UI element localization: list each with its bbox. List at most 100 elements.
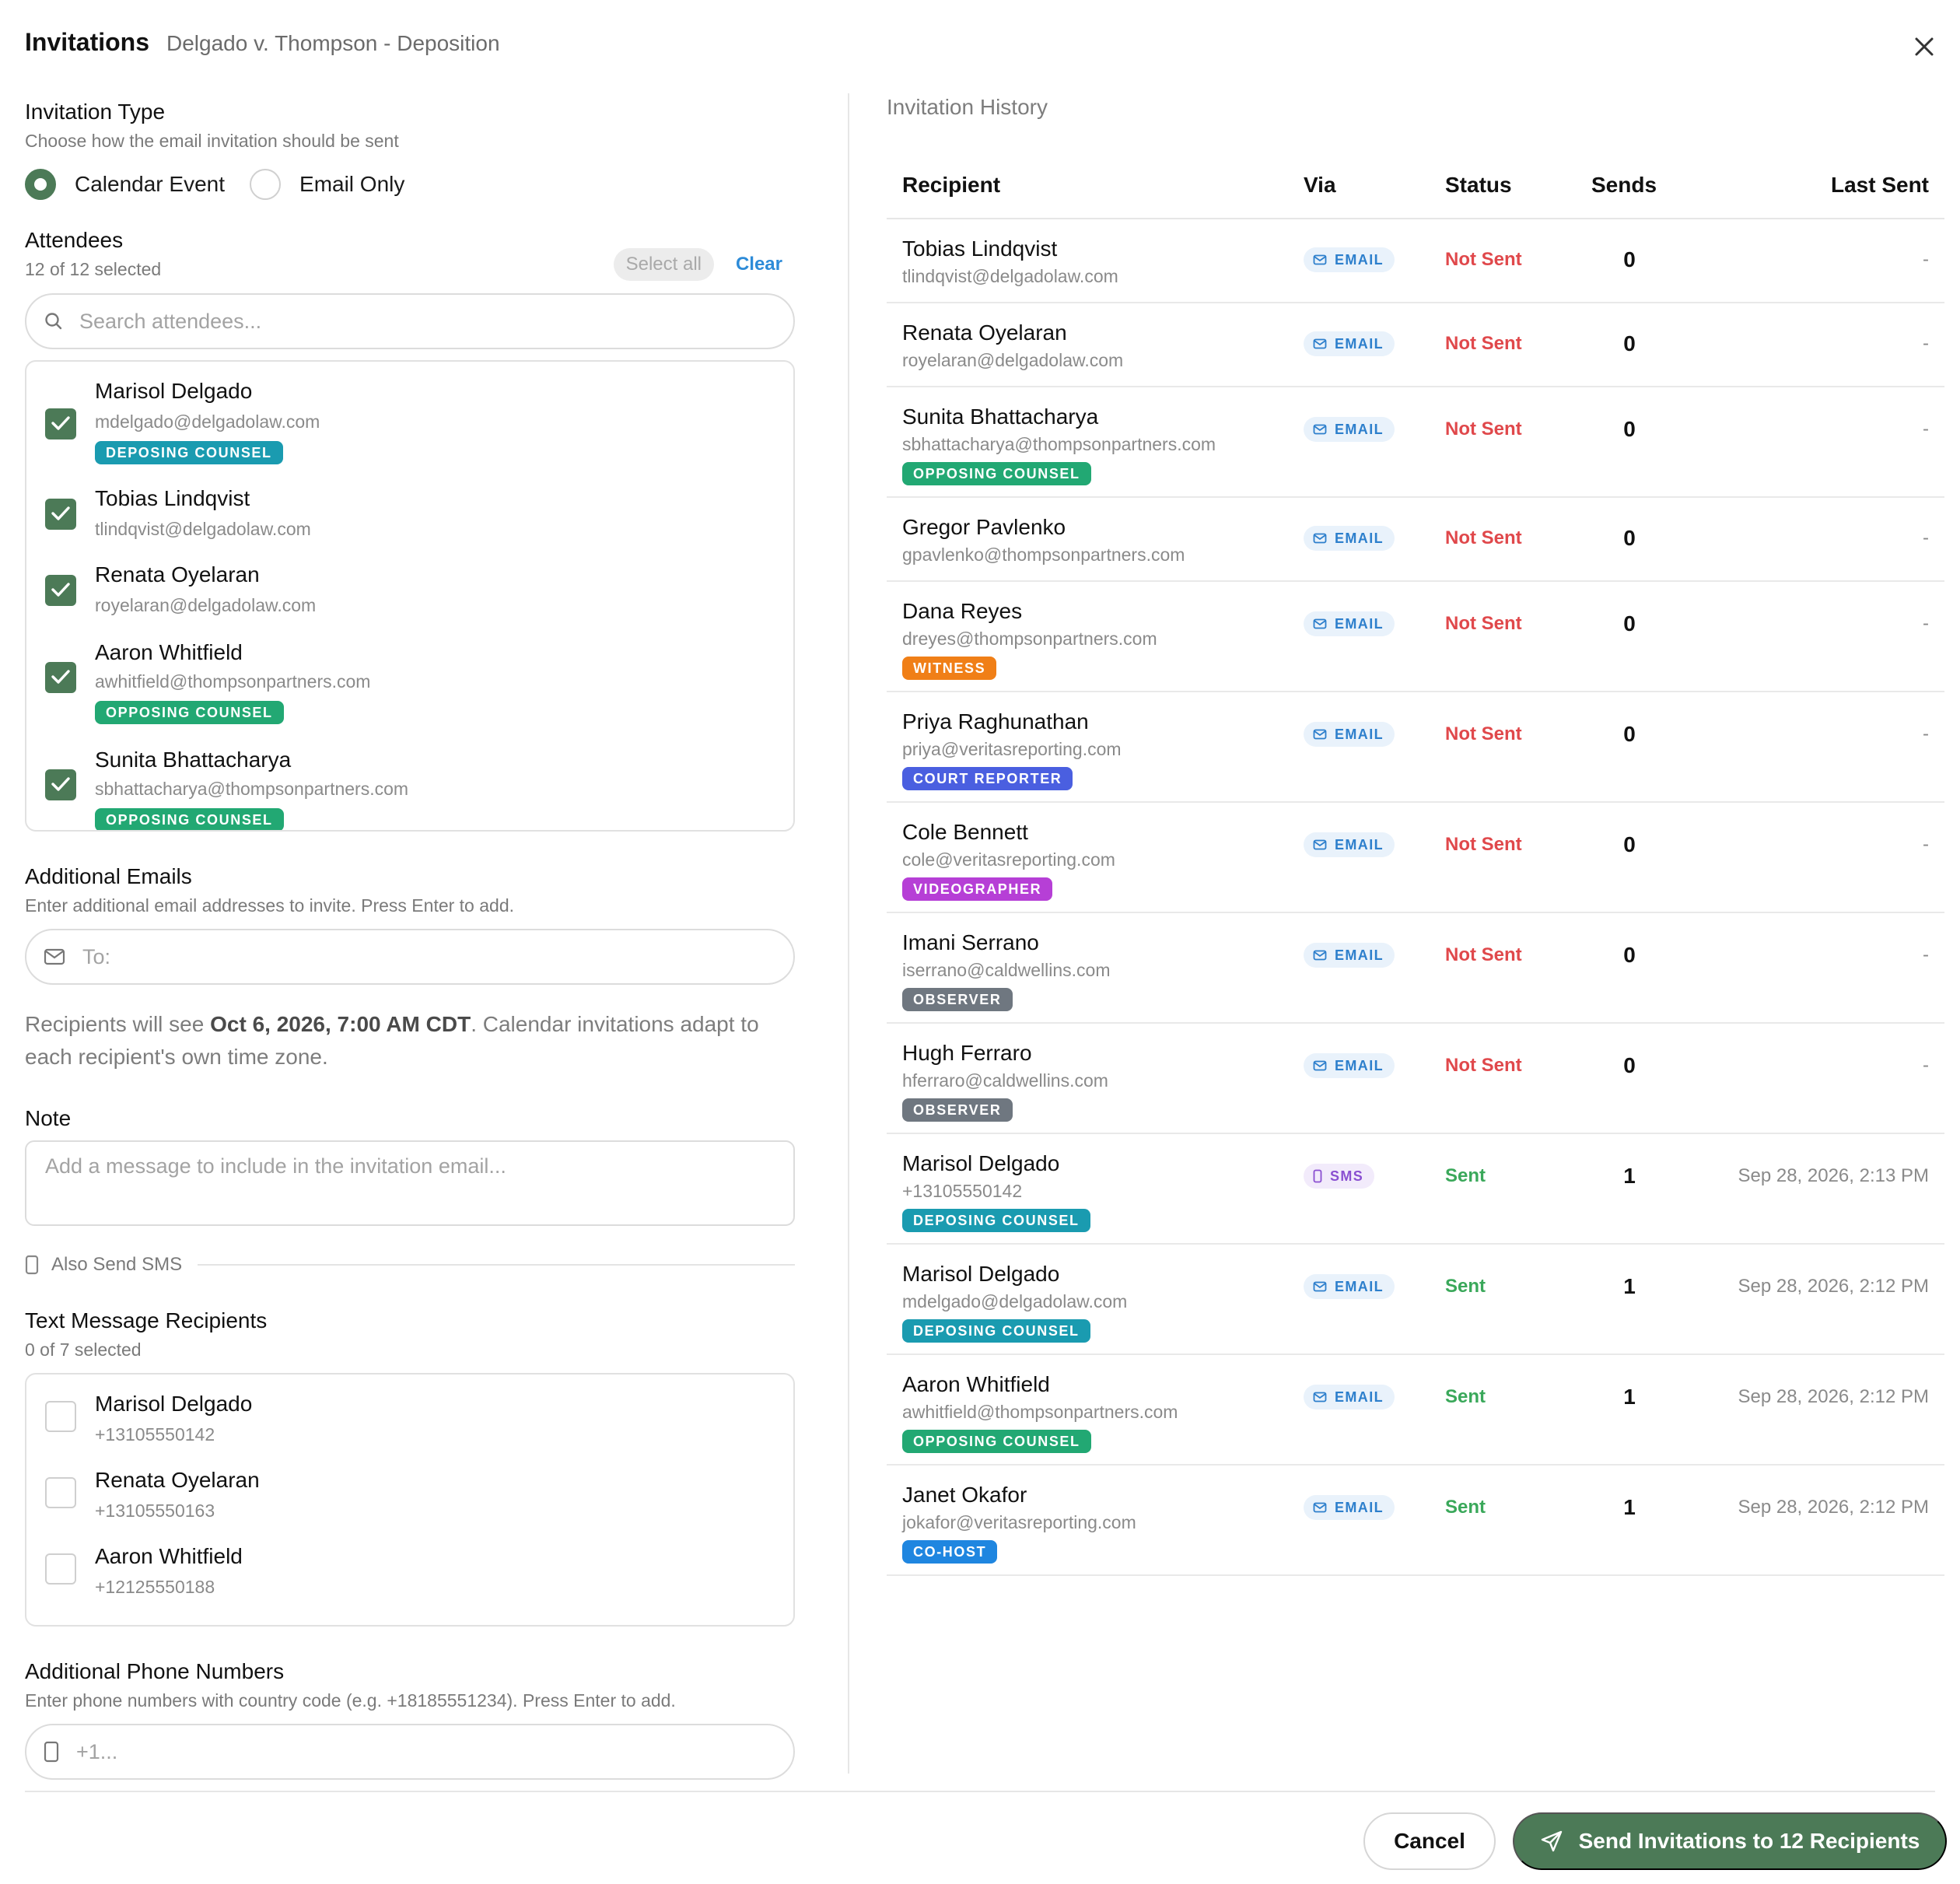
attendee-name: Tobias Lindqvist xyxy=(95,486,250,510)
mail-icon xyxy=(1313,1392,1327,1402)
recipient-name: Marisol Delgado xyxy=(902,1151,1060,1175)
radio-calendar-event-label[interactable]: Calendar Event xyxy=(75,172,226,196)
recipient-contact: sbhattacharya@thompsonpartners.com xyxy=(902,434,1216,454)
via-label: EMAIL xyxy=(1335,251,1384,268)
status-text: Sent xyxy=(1445,1276,1486,1297)
attendee-checkbox[interactable] xyxy=(45,575,76,606)
mail-icon xyxy=(1313,338,1327,349)
status-text: Not Sent xyxy=(1445,418,1522,439)
text-recipient-checkbox[interactable] xyxy=(45,1401,76,1432)
text-recipient-list[interactable]: Marisol Delgado +13105550142 Renata Oyel… xyxy=(25,1373,795,1627)
text-recipient-checkbox[interactable] xyxy=(45,1477,76,1508)
via-badge: EMAIL xyxy=(1304,1385,1395,1409)
additional-phones-title: Additional Phone Numbers xyxy=(25,1659,285,1683)
via-label: EMAIL xyxy=(1335,947,1384,963)
additional-phones-placeholder: +1... xyxy=(76,1739,118,1763)
attendee-name: Renata Oyelaran xyxy=(95,562,260,587)
mail-icon xyxy=(1313,839,1327,850)
radio-email-only[interactable] xyxy=(250,169,282,200)
attendee-checkbox[interactable] xyxy=(45,499,76,530)
via-badge: EMAIL xyxy=(1304,1053,1395,1078)
sends-count: 0 xyxy=(1623,1053,1636,1077)
role-badge: WITNESS xyxy=(902,657,997,680)
last-sent: - xyxy=(1923,418,1929,439)
sends-count: 0 xyxy=(1623,943,1636,967)
additional-phones-input[interactable]: +1... xyxy=(25,1724,795,1780)
radio-calendar-event[interactable] xyxy=(25,169,56,200)
history-row: Dana Reyes dreyes@thompsonpartners.com WIT… xyxy=(887,582,1944,692)
attendee-checkbox[interactable] xyxy=(45,408,76,439)
column-header-last-sent: Last Sent xyxy=(1830,173,1929,197)
attendee-checkbox[interactable] xyxy=(45,662,76,693)
note-textarea[interactable]: Add a message to include in the invitati… xyxy=(25,1140,795,1226)
attendees-header: Attendees 12 of 12 selected Select all C… xyxy=(25,228,795,281)
mail-icon xyxy=(1313,618,1327,629)
sends-count: 0 xyxy=(1623,247,1636,271)
recipient-name: Imani Serrano xyxy=(902,930,1039,954)
recipient-name: Renata Oyelaran xyxy=(902,320,1067,345)
mail-icon xyxy=(1313,1502,1327,1513)
cancel-button[interactable]: Cancel xyxy=(1363,1812,1496,1870)
recipient-contact: gpavlenko@thompsonpartners.com xyxy=(902,545,1185,565)
mail-icon xyxy=(1313,1060,1327,1071)
status-text: Sent xyxy=(1445,1165,1486,1186)
select-all-button[interactable]: Select all xyxy=(613,248,714,281)
additional-emails-input[interactable]: To: xyxy=(25,929,795,985)
attendees-title: Attendees xyxy=(25,228,124,252)
last-sent: Sep 28, 2026, 2:12 PM xyxy=(1738,1497,1929,1518)
last-sent: - xyxy=(1923,613,1929,634)
invitation-type-title: Invitation Type xyxy=(25,100,166,124)
via-label: EMAIL xyxy=(1335,836,1384,853)
last-sent: - xyxy=(1923,527,1929,548)
last-sent: Sep 28, 2026, 2:12 PM xyxy=(1738,1386,1929,1407)
recipient-contact: priya@veritasreporting.com xyxy=(902,739,1122,759)
recipient-contact: cole@veritasreporting.com xyxy=(902,849,1115,870)
via-badge: EMAIL xyxy=(1304,417,1395,442)
mail-icon xyxy=(1313,729,1327,740)
dialog-header: Invitations Delgado v. Thompson - Deposi… xyxy=(25,28,500,67)
sends-count: 1 xyxy=(1623,1495,1636,1519)
invitation-type-options: Calendar Event Email Only xyxy=(25,167,795,201)
sends-count: 0 xyxy=(1623,417,1636,441)
status-text: Sent xyxy=(1445,1386,1486,1407)
last-sent: - xyxy=(1923,249,1929,270)
via-label: EMAIL xyxy=(1335,1278,1384,1294)
recipient-name: Janet Okafor xyxy=(902,1483,1027,1507)
phone-icon xyxy=(25,1255,39,1275)
column-divider xyxy=(848,93,849,1774)
attendee-search-input[interactable]: Search attendees... xyxy=(25,293,795,349)
role-badge: OPPOSING COUNSEL xyxy=(902,1430,1091,1453)
attendee-checkbox[interactable] xyxy=(45,769,76,800)
last-sent: Sep 28, 2026, 2:12 PM xyxy=(1738,1276,1929,1297)
text-recipient-checkbox[interactable] xyxy=(45,1553,76,1585)
recipient-name: Cole Bennett xyxy=(902,820,1028,844)
timezone-note: Recipients will see Oct 6, 2026, 7:00 AM… xyxy=(25,1008,795,1073)
recipient-contact: jokafor@veritasreporting.com xyxy=(902,1512,1136,1532)
history-row: Renata Oyelaran royelaran@delgadolaw.com E… xyxy=(887,303,1944,387)
clear-button[interactable]: Clear xyxy=(735,254,782,275)
sends-count: 1 xyxy=(1623,1164,1636,1188)
also-send-sms-toggle[interactable]: Also Send SMS xyxy=(25,1251,795,1279)
text-recipient-phone: +12125550188 xyxy=(95,1577,215,1597)
attendee-email: sbhattacharya@thompsonpartners.com xyxy=(95,779,409,799)
timezone-note-suffix: . Calendar invitations adapt to each rec… xyxy=(25,1012,759,1069)
role-badge: OPPOSING COUNSEL xyxy=(902,462,1091,485)
close-button[interactable] xyxy=(1909,31,1940,62)
via-badge: EMAIL xyxy=(1304,1495,1395,1520)
sends-count: 0 xyxy=(1623,526,1636,550)
radio-email-only-label[interactable]: Email Only xyxy=(299,172,405,196)
additional-emails-title: Additional Emails xyxy=(25,864,192,888)
attendee-list[interactable]: Marisol Delgado mdelgado@delgadolaw.com … xyxy=(25,360,795,832)
role-badge: DEPOSING COUNSEL xyxy=(902,1319,1090,1343)
text-recipient-name: Marisol Delgado xyxy=(95,1392,253,1416)
history-row: Aaron Whitfield awhitfield@thompsonpartne… xyxy=(887,1355,1944,1466)
history-row: Priya Raghunathan priya@veritasreporting.… xyxy=(887,692,1944,803)
sends-count: 0 xyxy=(1623,611,1636,636)
recipient-name: Marisol Delgado xyxy=(902,1262,1060,1286)
invitation-history-panel: Invitation History Recipient Via Status … xyxy=(887,93,1944,1697)
history-table-header: Recipient Via Status Sends Last Sent xyxy=(887,151,1944,219)
mail-icon xyxy=(1313,1281,1327,1292)
role-badge: VIDEOGRAPHER xyxy=(902,877,1053,901)
send-invitations-button[interactable]: Send Invitations to 12 Recipients xyxy=(1513,1812,1947,1870)
additional-phones-help: Enter phone numbers with country code (e… xyxy=(25,1690,676,1711)
